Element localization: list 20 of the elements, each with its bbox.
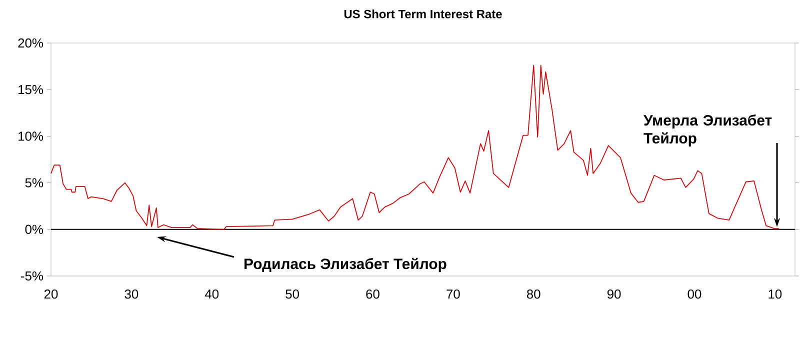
x-tick-label: 60 bbox=[366, 290, 380, 299]
y-tick-label: 20% bbox=[18, 38, 44, 48]
x-tick-label: 20 bbox=[44, 290, 58, 299]
chart-title: US Short Term Interest Rate bbox=[344, 10, 502, 18]
x-tick-label: 40 bbox=[204, 290, 219, 299]
x-tick-label: 50 bbox=[286, 290, 299, 299]
annotation: Родилась Элизабет Тейлор bbox=[244, 258, 446, 272]
x-tick-label: 30 bbox=[124, 290, 138, 299]
y-tick-label: 15% bbox=[18, 85, 44, 94]
y-tick-label: 0% bbox=[25, 224, 44, 234]
y-tick-label: 10% bbox=[18, 132, 44, 141]
line-series bbox=[50, 64, 780, 230]
x-tick-label: 80 bbox=[526, 290, 540, 299]
y-tick-label: 5% bbox=[25, 178, 44, 188]
x-tick-label: 00 bbox=[688, 290, 702, 299]
x-tick-label: 90 bbox=[607, 290, 621, 299]
x-tick-label: 70 bbox=[446, 290, 460, 299]
annotation: Умерла Элизабет Тейлор bbox=[643, 114, 772, 146]
y-tick-label: -5% bbox=[21, 271, 44, 281]
x-tick-label: 10 bbox=[768, 290, 782, 299]
